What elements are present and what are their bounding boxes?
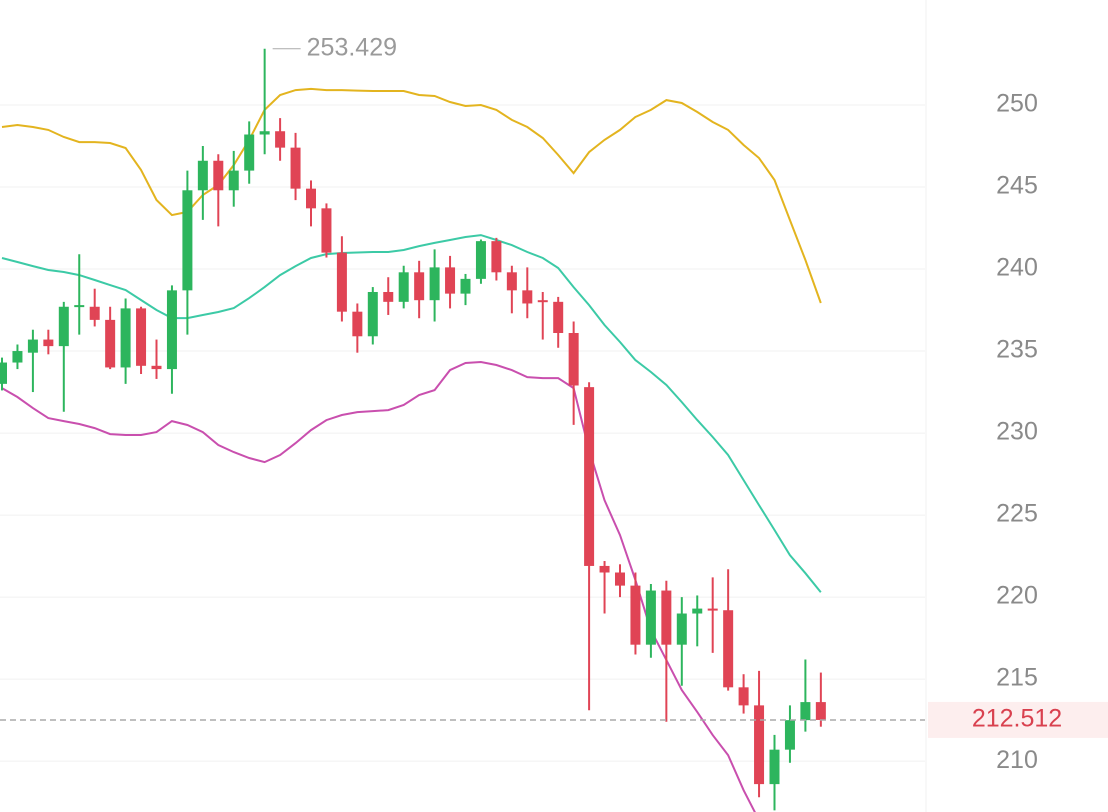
candle-body bbox=[615, 572, 625, 586]
y-tick-label: 240 bbox=[996, 254, 1038, 282]
y-tick-label: 250 bbox=[996, 90, 1038, 118]
candle-body bbox=[105, 319, 116, 368]
y-tick-label: 230 bbox=[996, 418, 1038, 446]
candle-body bbox=[398, 272, 409, 302]
high-label: 253.429 bbox=[307, 33, 397, 61]
y-tick-label: 235 bbox=[996, 336, 1038, 364]
y-axis: 210 215 220 225 230 235 240 245 250 bbox=[996, 90, 1038, 774]
candle-body bbox=[182, 190, 193, 291]
grid bbox=[0, 104, 925, 762]
candle-body bbox=[522, 290, 533, 304]
candle-body bbox=[784, 720, 795, 750]
candle-body bbox=[429, 267, 440, 301]
candle-body bbox=[27, 339, 38, 353]
candle-body bbox=[630, 585, 641, 645]
candle-body bbox=[692, 608, 703, 614]
candle-body bbox=[800, 702, 811, 721]
candle-body bbox=[414, 272, 425, 301]
band-line bbox=[1, 360, 756, 812]
candle-body bbox=[58, 306, 69, 347]
y-tick-label: 225 bbox=[996, 500, 1038, 528]
candle-body bbox=[228, 170, 239, 191]
candle-body bbox=[815, 702, 826, 720]
candle-body bbox=[352, 311, 363, 337]
candle-body bbox=[769, 749, 780, 785]
candle-body bbox=[553, 301, 564, 334]
band-line bbox=[1, 87, 822, 304]
candle-body bbox=[0, 362, 7, 384]
candle-body bbox=[661, 590, 672, 645]
candle-body bbox=[676, 613, 687, 645]
candle-body bbox=[74, 305, 85, 308]
candle-body bbox=[290, 147, 301, 189]
candle-body bbox=[537, 300, 548, 303]
candle-body bbox=[584, 387, 595, 566]
candle-body bbox=[599, 565, 610, 573]
candle-body bbox=[120, 308, 131, 368]
candle-body bbox=[43, 339, 54, 347]
candle-body bbox=[491, 241, 502, 273]
y-tick-label: 245 bbox=[996, 172, 1038, 200]
last-price-label: 212.512 bbox=[972, 705, 1062, 733]
candle-body bbox=[244, 134, 255, 171]
candle-body bbox=[166, 290, 177, 370]
candle-body bbox=[306, 188, 316, 209]
candle-body bbox=[321, 208, 332, 253]
candle-body bbox=[136, 308, 147, 366]
candle-body bbox=[197, 160, 208, 191]
band-line bbox=[1, 234, 822, 593]
candle-body bbox=[754, 705, 765, 785]
candle-body bbox=[12, 351, 23, 363]
plot-area: 253.429 bbox=[0, 33, 826, 812]
candle-body bbox=[738, 687, 749, 706]
y-tick-label: 220 bbox=[996, 582, 1038, 610]
candle-body bbox=[645, 590, 656, 645]
y-tick-label: 210 bbox=[996, 746, 1038, 774]
candle-body bbox=[460, 278, 471, 294]
candle-body bbox=[383, 291, 394, 302]
candle-body bbox=[723, 610, 734, 688]
candle-body bbox=[506, 272, 517, 291]
candle-body bbox=[445, 267, 456, 294]
candle-body bbox=[568, 333, 579, 386]
candle-body bbox=[336, 252, 347, 312]
candle-body bbox=[707, 608, 718, 611]
candle-body bbox=[259, 131, 270, 135]
candle-body bbox=[89, 306, 100, 320]
y-tick-label: 215 bbox=[996, 664, 1038, 692]
candle-body bbox=[151, 365, 162, 370]
candle-body bbox=[213, 160, 224, 191]
candle-body bbox=[367, 291, 378, 337]
last-price-bg bbox=[928, 701, 1108, 738]
candle-body bbox=[275, 131, 286, 148]
candle-body bbox=[475, 241, 486, 279]
